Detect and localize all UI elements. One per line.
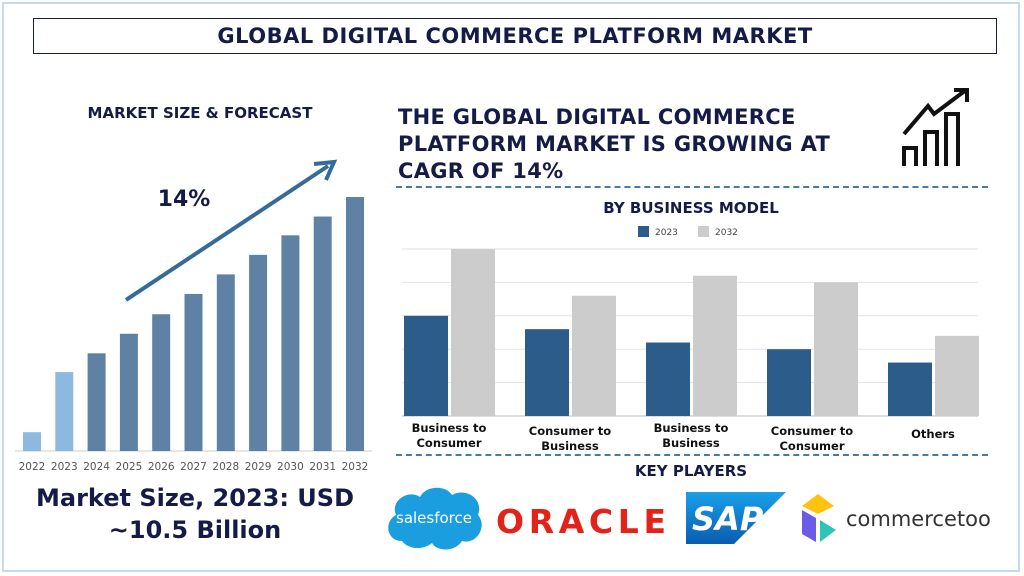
category-label: Business to Business xyxy=(654,421,729,450)
bar-2031 xyxy=(313,216,332,451)
bar-2032-business-to-business xyxy=(693,275,737,416)
key-players-heading: KEY PLAYERS xyxy=(634,462,748,480)
bar-2026 xyxy=(152,314,171,451)
market-forecast-chart: 2022 2023 2024 2025 2026 2027 2028 2029 2030 2031… xyxy=(15,159,372,473)
bar-2023-consumer-to-business xyxy=(525,329,569,416)
legend-label-2032: 2032 xyxy=(715,228,738,238)
bar-2032-consumer-to-consumer xyxy=(814,282,858,416)
legend-swatch-2023 xyxy=(638,226,649,237)
category-label: Consumer to Business xyxy=(529,424,612,453)
sap-logo: SAP xyxy=(686,492,786,544)
divider xyxy=(396,186,988,188)
bar-2030 xyxy=(281,235,300,451)
bar-2023-others xyxy=(888,362,932,416)
tick-label-2022: 2022 xyxy=(19,461,46,473)
trend-arrow-head xyxy=(313,159,338,181)
svg-text:commercetools: commercetools xyxy=(846,507,990,531)
tick-label-2026: 2026 xyxy=(148,461,175,473)
bar-2025 xyxy=(119,333,138,451)
growth-chart-arrow-icon xyxy=(902,88,969,166)
market-size-heading: MARKET SIZE & FORECAST xyxy=(87,104,313,122)
trend-arrow xyxy=(124,164,330,302)
legend-swatch-2032 xyxy=(698,226,709,237)
category-label: Business to Consumer xyxy=(412,421,487,450)
svg-text:ORACLE: ORACLE xyxy=(496,502,666,540)
tick-label-2028: 2028 xyxy=(212,461,239,473)
bar-2032 xyxy=(346,197,364,451)
tick-label-2029: 2029 xyxy=(245,461,272,473)
tick-label-2023: 2023 xyxy=(51,461,78,473)
bar-2032-others xyxy=(935,335,979,416)
tick-label-2030: 2030 xyxy=(277,461,304,473)
business-model-heading: BY BUSINESS MODEL xyxy=(603,199,779,217)
cagr-headline: THE GLOBAL DIGITAL COMMERCE PLATFORM MAR… xyxy=(398,105,831,183)
commercetools-logo: commercetools xyxy=(802,494,990,542)
divider xyxy=(396,454,988,456)
oracle-logo: ORACLE xyxy=(496,502,666,540)
cagr-annotation: 14% xyxy=(158,187,211,212)
bar-2023 xyxy=(55,372,74,451)
svg-text:SAP: SAP xyxy=(692,500,764,538)
bar-2028 xyxy=(216,274,235,451)
bar-2022 xyxy=(23,432,41,451)
category-label: Consumer to Consumer xyxy=(771,424,854,453)
bar-2032-consumer-to-business xyxy=(572,295,616,416)
tick-label-2027: 2027 xyxy=(180,461,207,473)
svg-text:salesforce: salesforce xyxy=(396,509,472,527)
bar-2023-business-to-consumer xyxy=(404,315,448,416)
salesforce-logo: salesforce xyxy=(388,487,482,550)
tick-label-2031: 2031 xyxy=(309,461,336,473)
bar-2032-business-to-consumer xyxy=(451,249,495,416)
page-title: GLOBAL DIGITAL COMMERCE PLATFORM MARKET xyxy=(33,18,997,54)
bar-2027 xyxy=(184,293,203,451)
tick-label-2025: 2025 xyxy=(116,461,143,473)
market-size-line2: ~10.5 Billion xyxy=(108,516,282,544)
tick-label-2032: 2032 xyxy=(342,461,369,473)
bar-2023-consumer-to-consumer xyxy=(767,349,811,416)
category-label: Others xyxy=(911,427,955,441)
legend-label-2023: 2023 xyxy=(655,228,678,238)
bar-2029 xyxy=(249,254,268,451)
market-size-line1: Market Size, 2023: USD xyxy=(35,484,354,512)
market-size-text: Market Size, 2023: USD ~10.5 Billion xyxy=(0,482,390,546)
bar-2024 xyxy=(87,353,106,451)
business-model-chart: 2023 2032 Business to Consumer Consumer to Bu… xyxy=(402,226,979,453)
tick-label-2024: 2024 xyxy=(83,461,110,473)
bar-2023-business-to-business xyxy=(646,342,690,416)
